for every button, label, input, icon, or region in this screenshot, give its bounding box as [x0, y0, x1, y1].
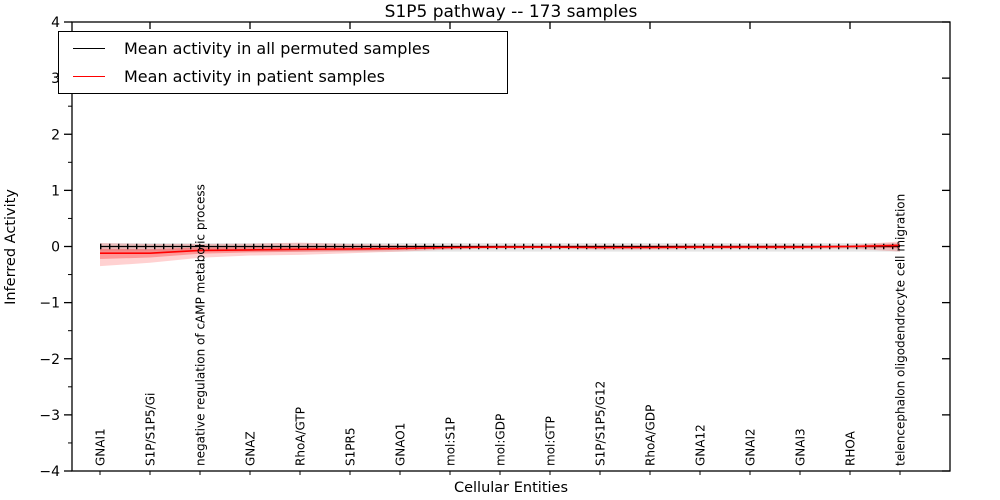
y-tick-label: 4	[51, 15, 60, 31]
x-entity-label: S1P/S1P5/G12	[594, 381, 608, 466]
legend: Mean activity in all permuted samples Me…	[58, 31, 508, 94]
chart-title: S1P5 pathway -- 173 samples	[384, 2, 638, 22]
x-entity-label: mol:GDP	[494, 414, 508, 466]
legend-entry-permuted: Mean activity in all permuted samples	[59, 36, 507, 62]
x-entity-label: GNAI2	[744, 428, 758, 466]
legend-label-patient: Mean activity in patient samples	[124, 66, 385, 86]
x-entity-label: telencephalon oligodendrocyte cell migra…	[894, 194, 908, 466]
y-tick-label: 1	[51, 183, 60, 199]
legend-label-permuted: Mean activity in all permuted samples	[124, 39, 431, 59]
x-entity-label: S1PR5	[344, 428, 358, 466]
y-tick-label: −3	[39, 408, 60, 424]
legend-entry-patient: Mean activity in patient samples	[59, 63, 507, 89]
x-entity-label: RhoA/GDP	[644, 405, 658, 466]
y-tick-label: −2	[39, 352, 60, 368]
x-entity-label: RHOA	[844, 430, 858, 466]
x-entity-label: mol:GTP	[544, 416, 558, 466]
x-entity-label: GNAZ	[244, 431, 258, 466]
y-tick-label: 0	[51, 240, 60, 256]
y-tick-label: 3	[51, 71, 60, 87]
x-entity-label: negative regulation of cAMP metabolic pr…	[194, 184, 208, 466]
patient-line-swatch	[73, 75, 105, 77]
x-entity-label: GNAI3	[794, 428, 808, 466]
x-entity-label: GNAO1	[394, 423, 408, 466]
y-tick-label: −1	[39, 296, 60, 312]
x-entity-label: RhoA/GTP	[294, 407, 308, 466]
x-entity-label: mol:S1P	[444, 417, 458, 466]
y-tick-label: 2	[51, 127, 60, 143]
x-entity-label: S1P/S1P5/Gi	[144, 393, 158, 466]
permuted-line-swatch	[73, 48, 105, 50]
x-entity-label: GNA12	[694, 424, 708, 466]
patient-mean-line	[100, 244, 901, 254]
y-tick-label: −4	[39, 464, 60, 480]
x-entity-label: GNAI1	[94, 428, 108, 466]
x-axis-label: Cellular Entities	[453, 480, 569, 496]
